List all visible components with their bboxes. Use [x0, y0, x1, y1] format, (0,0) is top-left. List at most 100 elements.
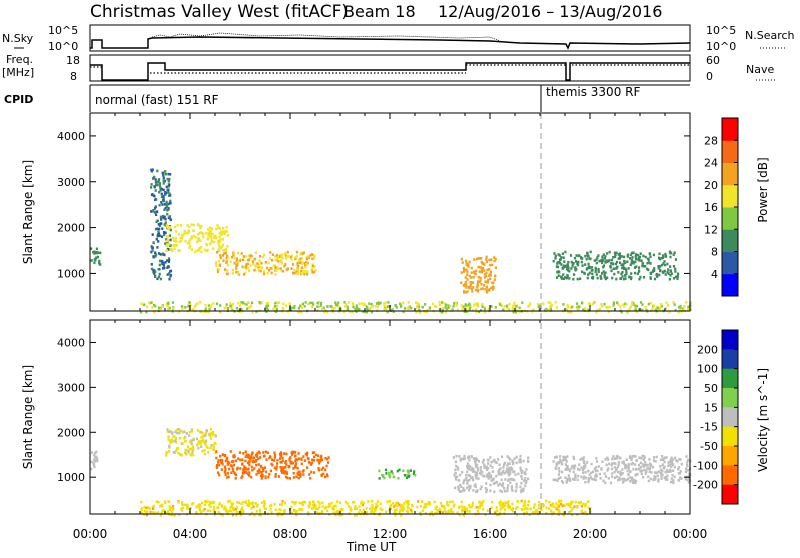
velocity-colorbar-tick-label: -50 — [700, 440, 718, 453]
power-cell — [482, 284, 486, 287]
power-cell — [274, 301, 277, 305]
velocity-cell — [297, 452, 300, 455]
power-cell — [99, 263, 102, 266]
power-cell — [490, 258, 493, 261]
velocity-cell — [579, 458, 582, 461]
velocity-cell — [554, 456, 557, 459]
power-cell — [274, 266, 277, 270]
velocity-cell — [371, 509, 374, 512]
velocity-cell — [405, 509, 408, 513]
velocity-cell — [619, 478, 622, 481]
velocity-cell — [326, 474, 329, 478]
power-cell — [154, 251, 157, 254]
power-cell — [173, 247, 176, 250]
velocity-cell — [487, 462, 490, 465]
power-cell — [485, 291, 489, 294]
power-cell — [621, 275, 624, 278]
power-cell — [162, 267, 165, 270]
velocity-cell — [222, 453, 225, 457]
velocity-cell — [196, 443, 199, 447]
power-cell — [460, 271, 463, 274]
velocity-cell — [410, 510, 413, 513]
power-cell — [623, 304, 626, 308]
velocity-cell — [268, 456, 271, 460]
velocity-cell — [257, 457, 260, 460]
power-cell — [229, 304, 232, 308]
velocity-cell — [221, 453, 224, 456]
power-cell — [260, 266, 264, 270]
power-cell — [483, 269, 486, 272]
power-cell — [150, 301, 153, 304]
velocity-cell — [313, 451, 316, 454]
velocity-cell — [282, 469, 285, 472]
velocity-cell — [663, 476, 666, 480]
velocity-cell — [468, 478, 471, 482]
velocity-cell — [446, 500, 449, 504]
velocity-cell — [231, 467, 234, 471]
velocity-cell — [187, 449, 190, 453]
power-cell — [150, 245, 153, 248]
velocity-cell — [290, 511, 293, 514]
velocity-cell — [666, 468, 669, 472]
power-cell — [521, 301, 524, 304]
velocity-cell — [527, 500, 530, 503]
velocity-cell — [407, 510, 410, 514]
power-cell — [305, 256, 308, 259]
velocity-cell — [450, 508, 453, 511]
power-cell — [204, 307, 207, 311]
velocity-cell — [510, 466, 513, 469]
power-cell — [594, 270, 597, 273]
freq-label: Freq. — [6, 53, 33, 66]
power-cell — [169, 218, 173, 222]
velocity-cell — [388, 509, 391, 512]
velocity-cell — [346, 502, 349, 505]
velocity-cell — [669, 468, 672, 472]
velocity-cell — [284, 460, 287, 463]
velocity-cell — [537, 504, 540, 507]
velocity-cell — [564, 458, 567, 461]
velocity-cell — [407, 503, 410, 506]
velocity-cell — [398, 503, 401, 507]
velocity-cell — [302, 500, 305, 504]
power-cell — [410, 306, 413, 310]
power-cell — [249, 254, 252, 257]
power-cell — [638, 308, 641, 312]
power-cell — [484, 288, 487, 291]
power-cell — [414, 301, 418, 304]
velocity-cell — [231, 513, 235, 517]
velocity-cell — [604, 458, 607, 461]
power-cell — [254, 251, 257, 254]
velocity-cell — [491, 500, 494, 504]
power-cell — [92, 250, 95, 254]
velocity-cell — [648, 470, 651, 473]
power-cell — [253, 257, 256, 261]
velocity-cell — [256, 452, 259, 455]
velocity-cell — [559, 502, 563, 506]
power-cell — [487, 307, 490, 311]
velocity-cell — [392, 502, 395, 505]
velocity-cell — [273, 466, 276, 470]
velocity-cell — [580, 504, 583, 508]
velocity-cell — [487, 467, 490, 470]
velocity-cell — [523, 512, 526, 515]
power-cell — [172, 307, 175, 310]
power-cell — [630, 276, 633, 279]
power-cell — [662, 254, 665, 257]
power-cell — [630, 258, 633, 262]
velocity-cell — [557, 473, 560, 476]
power-cell — [606, 306, 609, 309]
velocity-cell — [500, 455, 504, 459]
velocity-cell — [523, 507, 526, 511]
power-cell — [158, 184, 161, 187]
velocity-cell — [595, 456, 598, 460]
power-cell — [233, 261, 236, 265]
velocity-cell — [227, 475, 230, 479]
velocity-cell — [560, 499, 563, 503]
power-cell — [276, 304, 279, 308]
power-cell — [158, 203, 161, 207]
velocity-cell — [190, 430, 193, 433]
power-cell — [669, 265, 672, 268]
velocity-cell — [632, 468, 635, 471]
velocity-cell — [185, 453, 188, 456]
power-cell — [567, 268, 570, 272]
